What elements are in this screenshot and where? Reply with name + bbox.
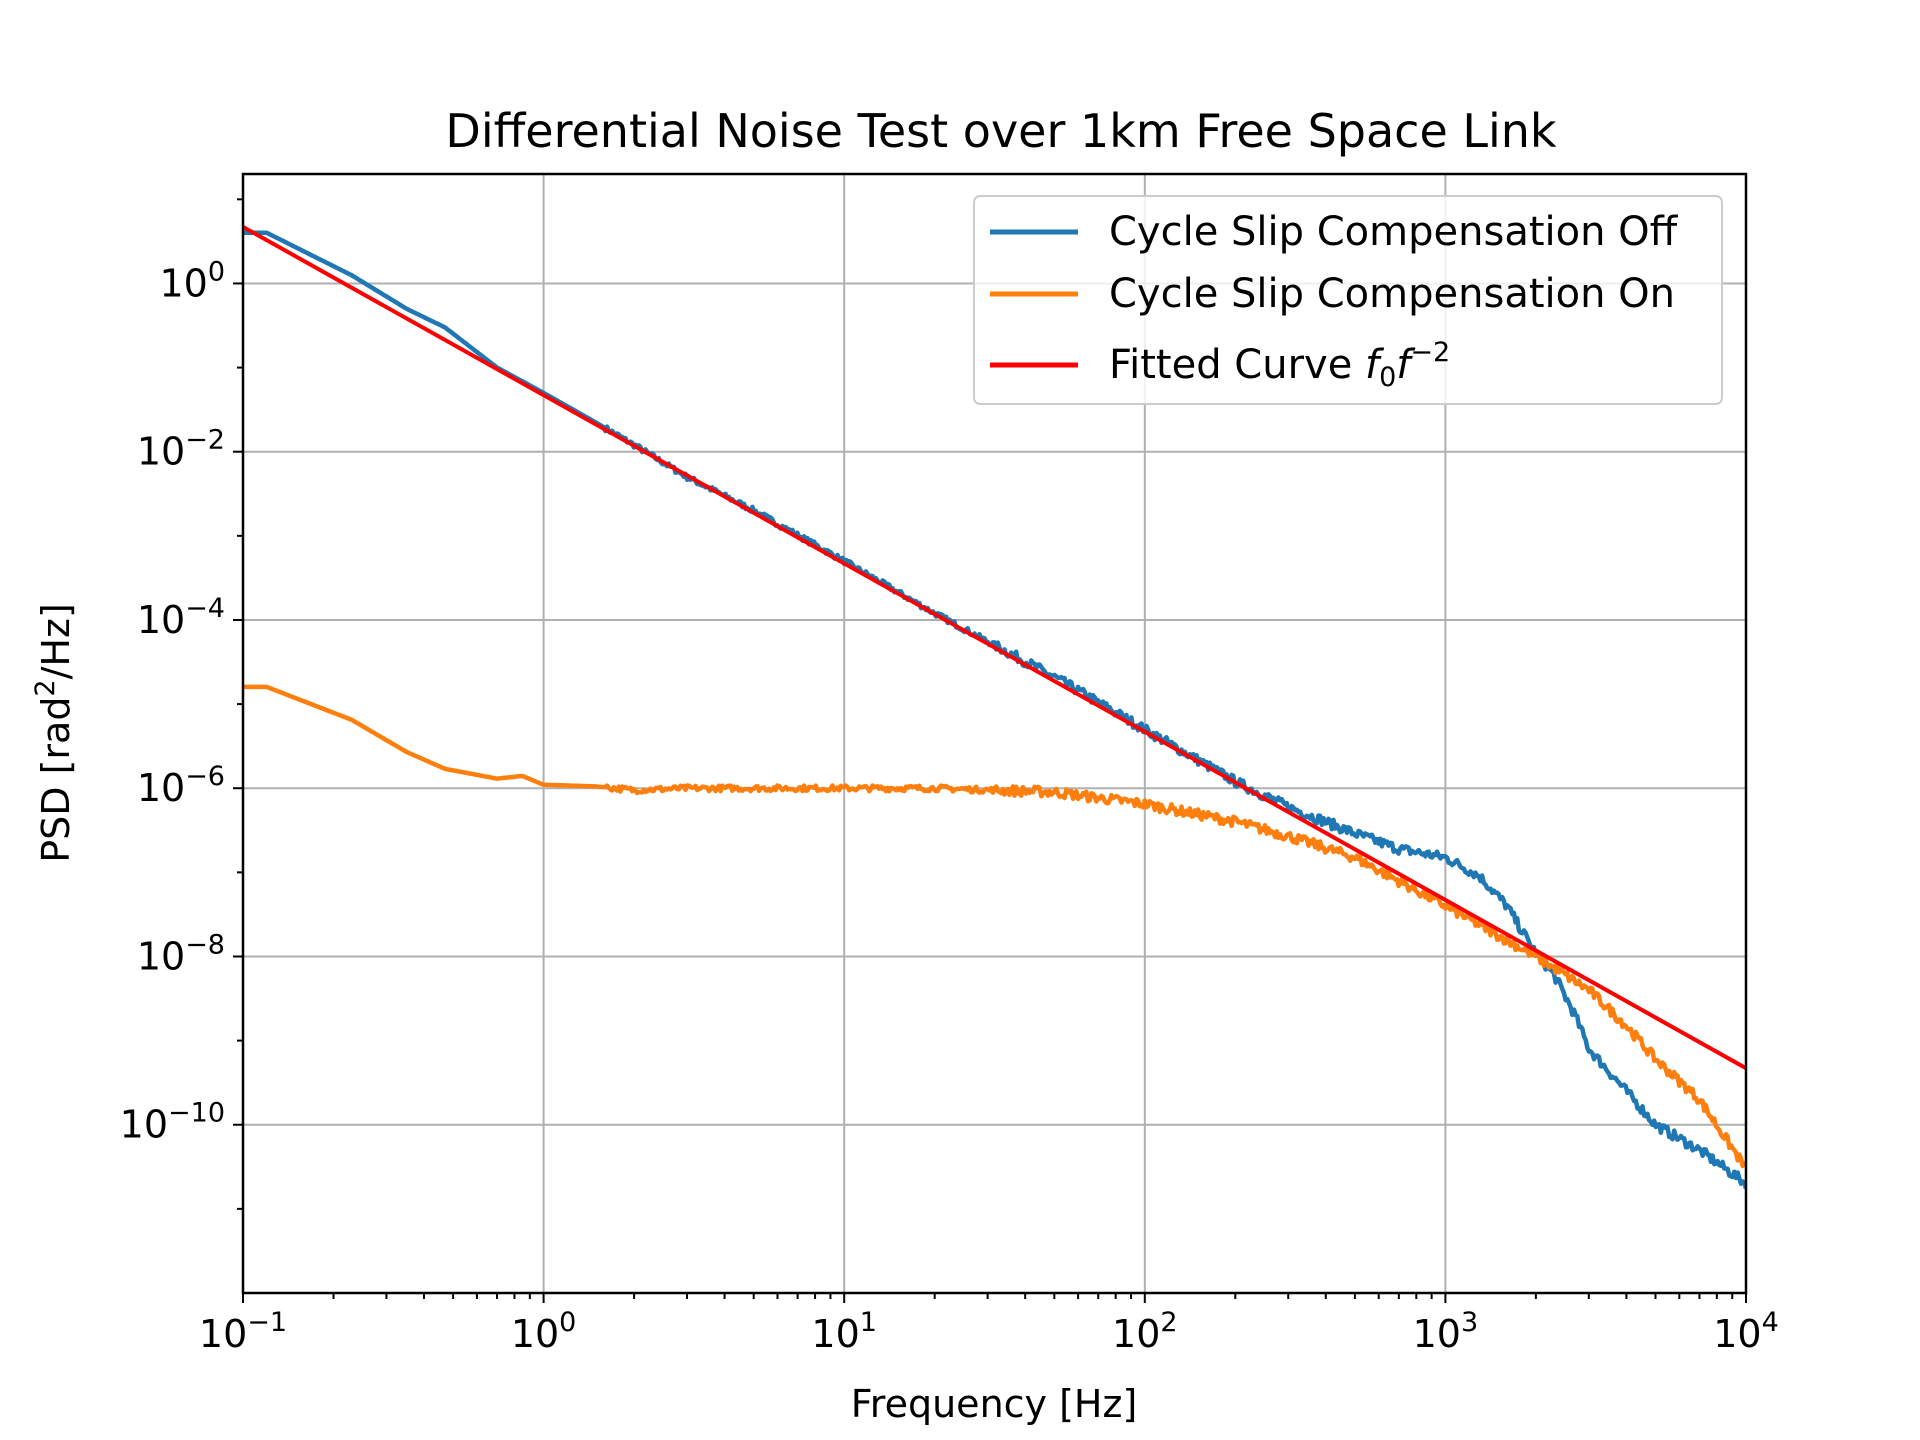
- y-axis-label: PSD [rad2/Hz]: [30, 603, 78, 863]
- series-line-2: [243, 225, 1746, 1070]
- legend-item-off: Cycle Slip Compensation Off: [990, 209, 1679, 255]
- x-tick-label-exp: 1: [860, 1307, 877, 1338]
- x-axis-label: Frequency [Hz]: [851, 1382, 1138, 1426]
- x-tick-label: 102: [1112, 1307, 1178, 1356]
- legend-item-fit: Fitted Curve f0f−2: [990, 337, 1450, 393]
- y-tick-label-exp: 0: [208, 256, 225, 287]
- x-tick-label-base: 10: [199, 1312, 247, 1356]
- legend-label-fit: Fitted Curve f0f−2: [1109, 337, 1450, 393]
- y-axis-label-post: /Hz]: [34, 603, 78, 679]
- x-tick-label: 101: [811, 1307, 877, 1356]
- x-tick-label-base: 10: [511, 1312, 559, 1356]
- legend: Cycle Slip Compensation Off Cycle Slip C…: [973, 195, 1723, 405]
- y-tick-label: 10−4: [137, 593, 225, 642]
- y-tick-label-exp: −10: [168, 1098, 225, 1129]
- x-tick-label: 10−1: [199, 1307, 287, 1356]
- legend-item-on: Cycle Slip Compensation On: [990, 271, 1675, 317]
- y-tick-label-base: 10: [159, 261, 207, 305]
- y-tick-label-base: 10: [137, 766, 185, 810]
- x-tick-label-exp: 0: [559, 1307, 576, 1338]
- x-tick-label-exp: 2: [1160, 1307, 1177, 1338]
- y-tick-label: 10−8: [137, 929, 225, 978]
- y-tick-label-base: 10: [137, 430, 185, 474]
- x-tick-label-base: 10: [1112, 1312, 1160, 1356]
- y-tick-label-base: 10: [120, 1103, 168, 1147]
- y-tick-label-exp: −8: [185, 929, 225, 960]
- x-tick-label-base: 10: [1413, 1312, 1461, 1356]
- y-tick-label: 10−10: [120, 1098, 225, 1147]
- x-tick-label-exp: 4: [1762, 1307, 1779, 1338]
- chart-title: Differential Noise Test over 1km Free Sp…: [445, 104, 1557, 158]
- x-tick-label-base: 10: [1713, 1312, 1761, 1356]
- x-tick-label-base: 10: [811, 1312, 859, 1356]
- y-grid-lines: [243, 282, 1746, 1126]
- legend-label-off: Cycle Slip Compensation Off: [1109, 209, 1679, 255]
- legend-fit-sup: −2: [1410, 337, 1450, 368]
- y-tick-label: 100: [159, 256, 225, 305]
- x-tick-label: 104: [1713, 1307, 1779, 1356]
- legend-label-on: Cycle Slip Compensation On: [1109, 271, 1675, 317]
- x-tick-label-exp: 3: [1461, 1307, 1478, 1338]
- y-tick-label-base: 10: [137, 598, 185, 642]
- legend-fit-sub: 0: [1379, 362, 1396, 393]
- y-tick-label-exp: −6: [185, 761, 225, 792]
- y-axis-label-sup: 2: [30, 679, 61, 696]
- y-axis-label-pre: PSD [rad: [34, 697, 78, 863]
- x-tick-label: 100: [511, 1307, 577, 1356]
- legend-fit-text: Fitted Curve: [1109, 342, 1365, 388]
- plot-frame: [241, 172, 1748, 1295]
- series-layer: [243, 225, 1746, 1190]
- series-line-1: [243, 684, 1746, 1169]
- legend-box: [973, 195, 1723, 405]
- x-tick-label: 103: [1413, 1307, 1479, 1356]
- y-tick-label-exp: −4: [185, 593, 225, 624]
- y-tick-label: 10−6: [137, 761, 225, 810]
- y-tick-label: 10−2: [137, 425, 225, 474]
- y-tick-label-base: 10: [137, 934, 185, 978]
- x-tick-label-exp: −1: [247, 1307, 287, 1338]
- x-axis-ticks: 10−1 100 101 102 103 104: [199, 1293, 1779, 1356]
- y-tick-label-exp: −2: [185, 425, 225, 456]
